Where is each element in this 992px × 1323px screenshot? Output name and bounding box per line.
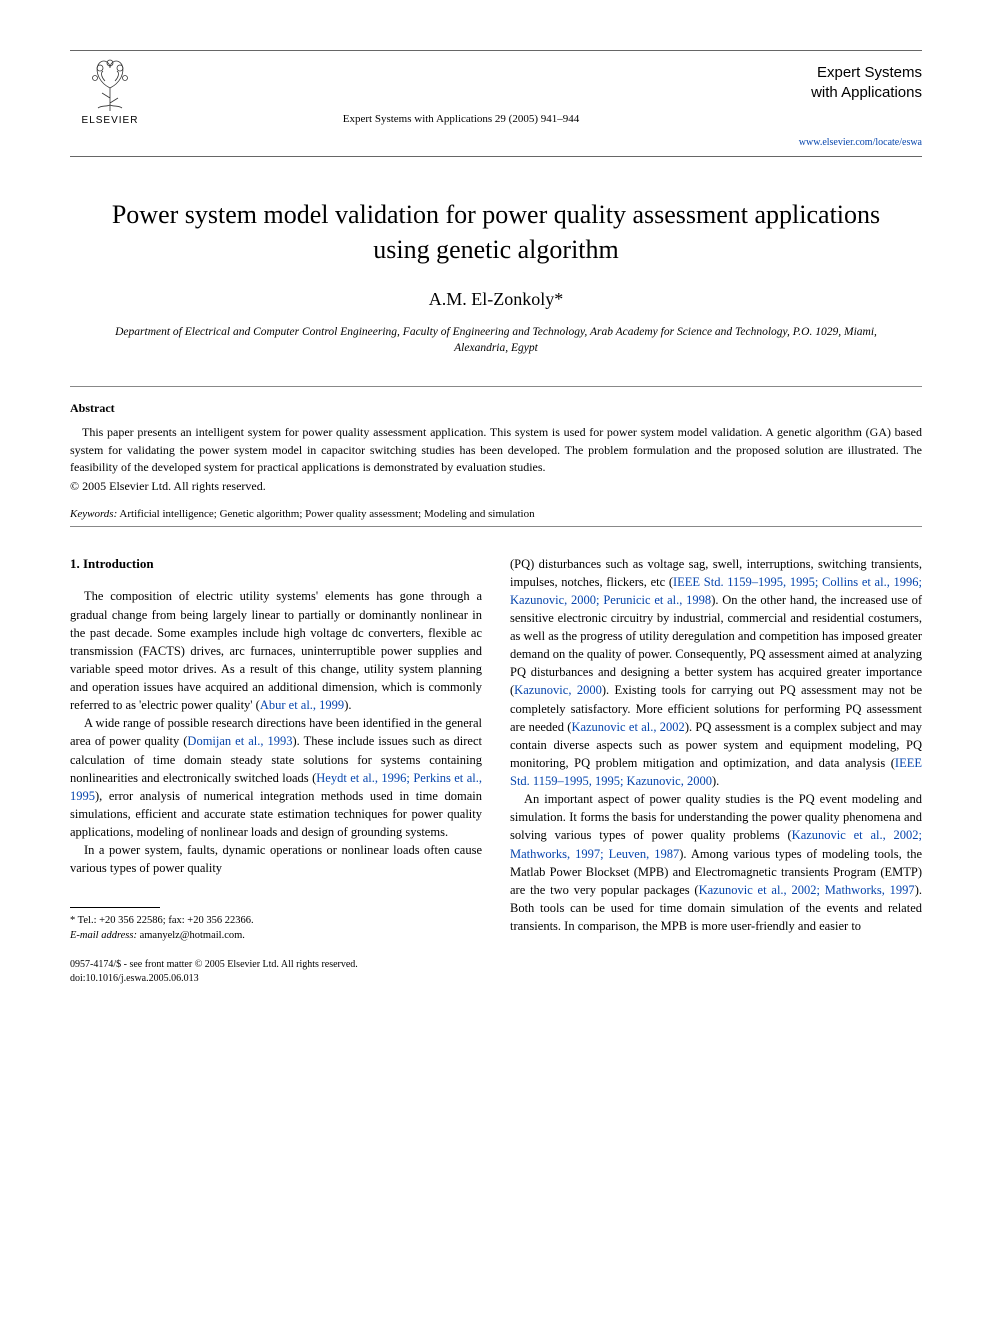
body-text: The composition of electric utility syst… <box>70 589 482 712</box>
footnote-rule <box>70 907 160 908</box>
journal-title-line: Expert Systems <box>772 63 922 83</box>
body-text: ). <box>712 774 719 788</box>
journal-url-link[interactable]: www.elsevier.com/locate/eswa <box>772 137 922 148</box>
footnote-contact: * Tel.: +20 356 22586; fax: +20 356 2236… <box>70 914 482 929</box>
divider <box>70 386 922 387</box>
header-rule <box>70 50 922 51</box>
elsevier-tree-icon <box>80 53 140 113</box>
section-heading: 1. Introduction <box>70 555 482 574</box>
publisher-label: ELSEVIER <box>82 115 139 126</box>
paragraph: A wide range of possible research direct… <box>70 714 482 841</box>
body-text: ). On the other hand, the increased use … <box>510 593 922 698</box>
body-columns: 1. Introduction The composition of elect… <box>70 555 922 986</box>
doi-line: doi:10.1016/j.eswa.2005.06.013 <box>70 972 482 986</box>
paragraph: An important aspect of power quality stu… <box>510 790 922 935</box>
corresponding-author-footnote: * Tel.: +20 356 22586; fax: +20 356 2236… <box>70 914 482 943</box>
divider <box>70 526 922 527</box>
abstract-body: This paper presents an intelligent syste… <box>70 424 922 476</box>
author-affiliation: Department of Electrical and Computer Co… <box>70 324 922 356</box>
paragraph: In a power system, faults, dynamic opera… <box>70 841 482 877</box>
abstract-copyright: © 2005 Elsevier Ltd. All rights reserved… <box>70 479 922 494</box>
left-column: 1. Introduction The composition of elect… <box>70 555 482 986</box>
keywords-line: Keywords: Artificial intelligence; Genet… <box>70 508 922 520</box>
keywords-label: Keywords: <box>70 508 117 520</box>
body-text: ). <box>344 698 351 712</box>
citation-link[interactable]: Kazunovic et al., 2002; Mathworks, 1997 <box>699 883 915 897</box>
journal-reference: Expert Systems with Applications 29 (200… <box>150 53 772 125</box>
article-title: Power system model validation for power … <box>110 197 882 267</box>
page-header: ELSEVIER Expert Systems with Application… <box>70 53 922 148</box>
keywords-text: Artificial intelligence; Genetic algorit… <box>117 508 534 520</box>
citation-link[interactable]: Domijan et al., 1993 <box>187 734 292 748</box>
journal-title-block: Expert Systems with Applications www.els… <box>772 53 922 148</box>
citation-link[interactable]: Kazunovic et al., 2002 <box>571 720 684 734</box>
paragraph: The composition of electric utility syst… <box>70 587 482 714</box>
author-name: A.M. El-Zonkoly* <box>70 289 922 310</box>
paragraph: (PQ) disturbances such as voltage sag, s… <box>510 555 922 791</box>
email-address: amanyelz@hotmail.com. <box>137 930 245 941</box>
citation-link[interactable]: Kazunovic, 2000 <box>514 683 602 697</box>
journal-title-line: with Applications <box>772 83 922 103</box>
email-label: E-mail address: <box>70 930 137 941</box>
abstract-heading: Abstract <box>70 401 922 416</box>
doi-block: 0957-4174/$ - see front matter © 2005 El… <box>70 958 482 986</box>
right-column: (PQ) disturbances such as voltage sag, s… <box>510 555 922 986</box>
footnote-email-line: E-mail address: amanyelz@hotmail.com. <box>70 929 482 944</box>
header-rule <box>70 156 922 157</box>
citation-link[interactable]: Abur et al., 1999 <box>260 698 344 712</box>
front-matter-line: 0957-4174/$ - see front matter © 2005 El… <box>70 958 482 972</box>
publisher-logo-block: ELSEVIER <box>70 53 150 126</box>
body-text: ), error analysis of numerical integrati… <box>70 789 482 839</box>
